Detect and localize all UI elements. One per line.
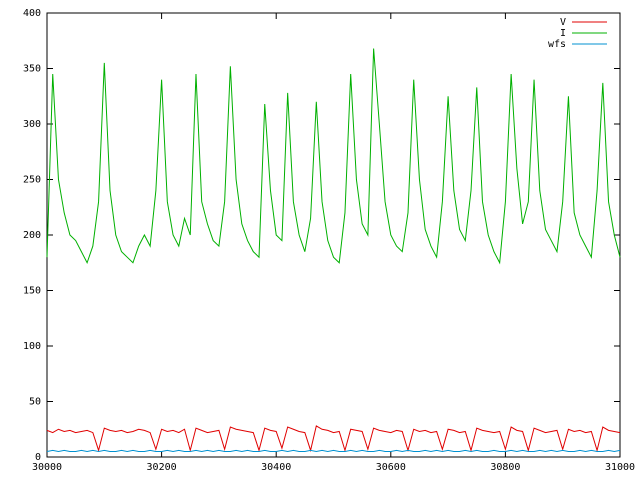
series-line [46,425,621,453]
y-tick-label: 400 [23,8,41,19]
legend-label: wfs [548,39,566,50]
series-line [46,48,621,265]
y-tick-label: 100 [23,341,41,352]
y-tick-label: 200 [23,230,41,241]
y-tick-label: 350 [23,64,41,75]
x-tick-label: 30600 [376,462,406,473]
y-tick-label: 150 [23,286,41,297]
x-tick-label: 30800 [490,462,520,473]
x-tick-label: 31000 [605,462,635,473]
x-tick-label: 30400 [261,462,291,473]
x-tick-label: 30000 [32,462,62,473]
y-tick-label: 0 [35,452,41,463]
legend-label: I [560,28,566,39]
series-line [46,449,621,452]
y-tick-label: 300 [23,119,41,130]
x-tick-label: 30200 [147,462,177,473]
legend-label: V [560,17,566,28]
y-tick-label: 250 [23,175,41,186]
y-tick-label: 50 [29,397,41,408]
